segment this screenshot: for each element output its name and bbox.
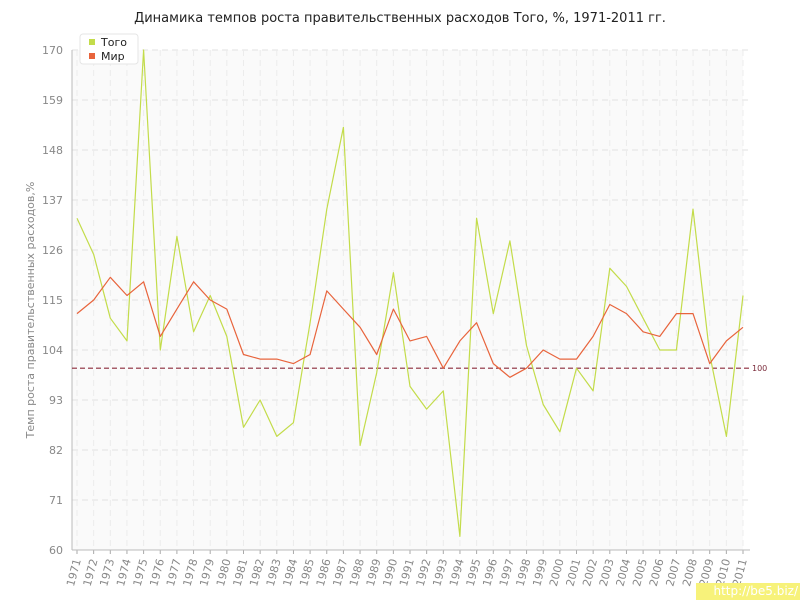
y-tick-label: 104 [42, 344, 63, 357]
y-tick-label: 159 [42, 94, 63, 107]
series-line-world [76, 276, 744, 378]
y-axis-ticks: 60 71 82 93 104 115 126 137 148 159 170 [42, 44, 63, 557]
y-tick-label: 71 [49, 494, 63, 507]
series-line-togo [76, 49, 744, 538]
reference-line: 100 [72, 364, 767, 373]
grid-lines [72, 49, 750, 551]
series-lines [76, 49, 744, 538]
axes [71, 50, 750, 551]
legend-label: Того [100, 36, 127, 49]
y-tick-label: 148 [42, 144, 63, 157]
y-tick-label: 60 [49, 544, 63, 557]
reference-line-label: 100 [752, 364, 767, 373]
y-tick-label: 137 [42, 194, 63, 207]
y-tick-label: 170 [42, 44, 63, 57]
y-tick-label: 93 [49, 394, 63, 407]
watermark: http://be5.biz/ [696, 583, 800, 600]
y-tick-label: 82 [49, 444, 63, 457]
x-axis-ticks: 1971197219731974197519761977197819791980… [64, 550, 750, 588]
chart-title: Динамика темпов роста правительственных … [134, 11, 666, 26]
y-axis-label: Темп роста правительственных расходов,% [24, 182, 37, 440]
y-tick-label: 115 [42, 294, 63, 307]
y-tick-label: 126 [42, 244, 63, 257]
legend-swatch [89, 39, 95, 45]
legend-swatch [89, 53, 95, 59]
legend-label: Мир [101, 50, 125, 63]
